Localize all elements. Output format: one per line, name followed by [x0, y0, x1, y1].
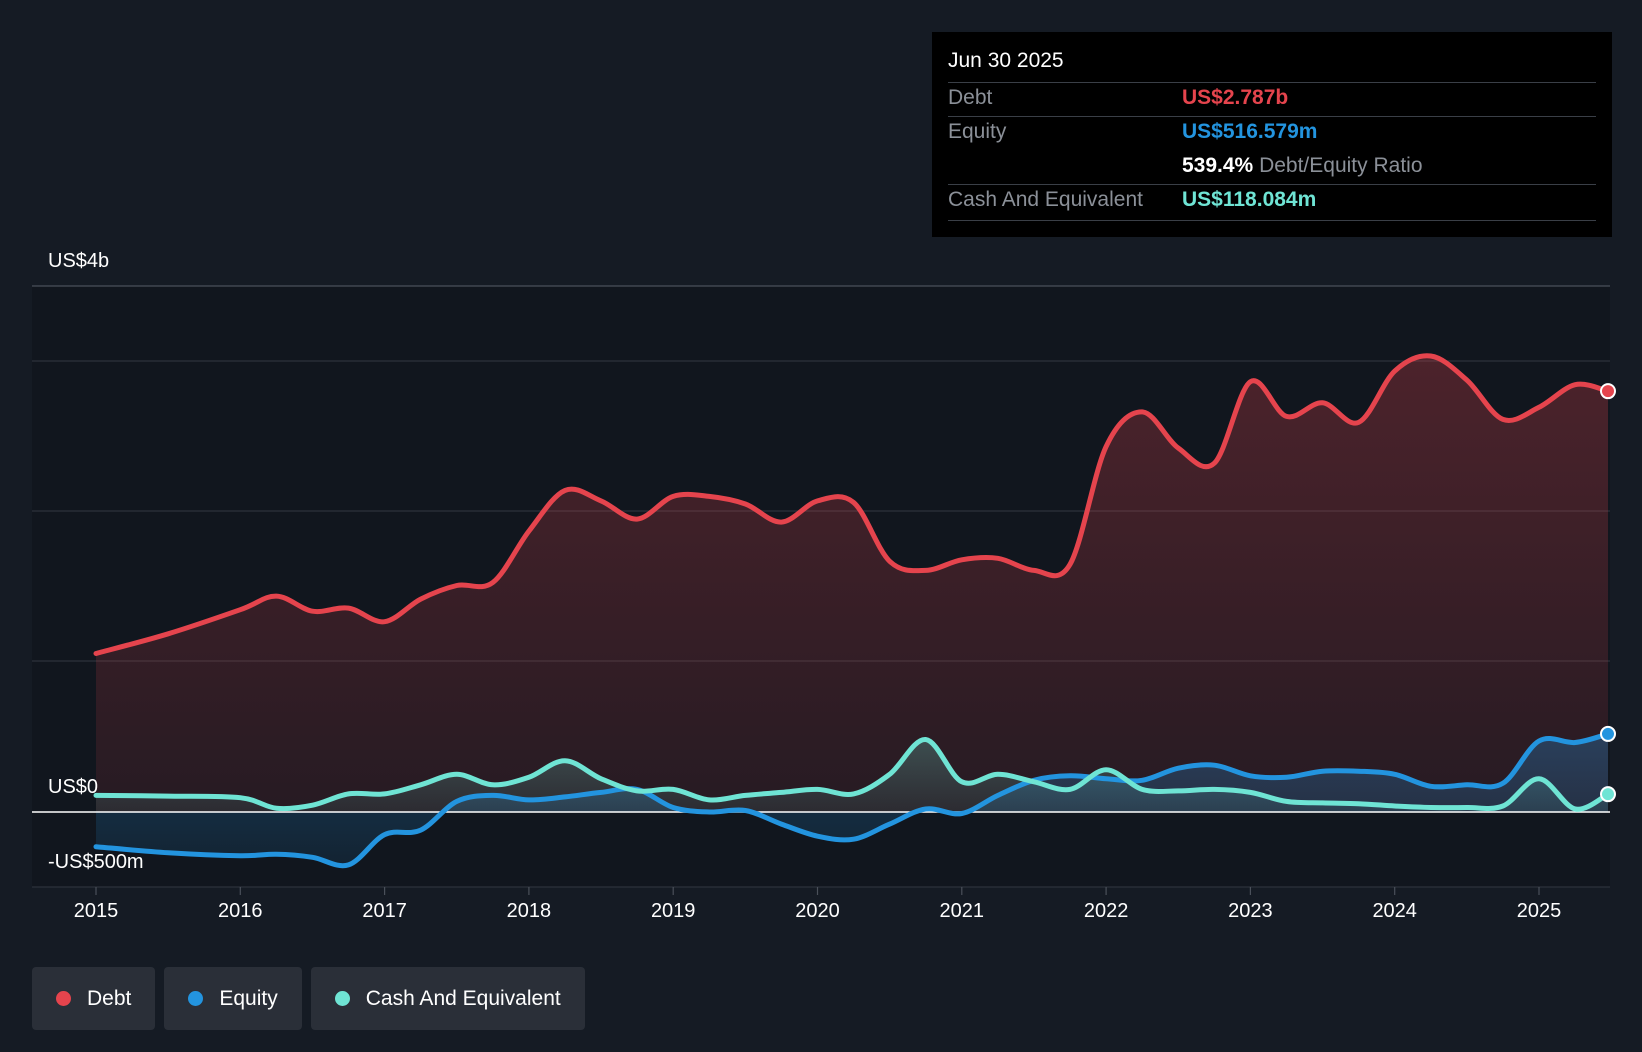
legend-item-debt[interactable]: Debt: [32, 967, 156, 1030]
tooltip-equity-value: US$516.579m: [1182, 120, 1318, 143]
tooltip-divider: [948, 82, 1596, 83]
x-tick-label: 2019: [650, 900, 696, 922]
end-marker-cash: [1600, 786, 1616, 803]
x-tick-label: 2018: [506, 900, 552, 922]
series-line-debt: [93, 353, 1611, 656]
legend-debt-label: Debt: [87, 986, 132, 1010]
legend-equity-dot-icon: [188, 991, 204, 1006]
series-line-equity: [93, 731, 1611, 869]
series-line-cash: [93, 737, 1611, 812]
x-tick-label: 2016: [218, 900, 263, 922]
tooltip-debt-label: Debt: [948, 86, 993, 109]
legend-item-cash[interactable]: Cash And Equivalent: [310, 967, 585, 1030]
tooltip-date: Jun 30 2025: [948, 49, 1064, 72]
tooltip-ratio-value: 539.4%: [1182, 154, 1254, 177]
legend-cash-dot-icon: [334, 991, 350, 1006]
tooltip-ratio-label: Debt/Equity Ratio: [1259, 154, 1423, 177]
tooltip-divider: [948, 184, 1596, 185]
legend-equity-label: Equity: [219, 986, 278, 1010]
chart-legend: Debt Equity Cash And Equivalent: [32, 967, 585, 1030]
series-fill-cash: [96, 739, 1608, 812]
x-tick-label: 2022: [1083, 900, 1129, 922]
tooltip-divider: [948, 116, 1596, 117]
tooltip-divider: [948, 220, 1596, 221]
end-markers: [1600, 383, 1616, 803]
data-tooltip: Jun 30 2025 Debt US$2.787b Equity US$516…: [932, 32, 1612, 237]
tooltip-debt-value: US$2.787b: [1182, 86, 1289, 109]
y-tick-label-zero: US$0: [48, 776, 99, 798]
tooltip-cash-label: Cash And Equivalent: [948, 188, 1143, 211]
tooltip-equity-label: Equity: [948, 120, 1007, 143]
series-lines: [32, 353, 1611, 869]
tooltip-ratio: 539.4% Debt/Equity Ratio: [1182, 154, 1423, 178]
series-fill-debt: [96, 355, 1608, 812]
x-tick-label: 2025: [1516, 900, 1562, 922]
y-tick-label-bottom: -US$500m: [48, 851, 144, 873]
y-tick-label-top: US$4b: [48, 250, 110, 272]
x-tick-label: 2021: [939, 900, 985, 922]
x-tick-label: 2023: [1228, 900, 1273, 922]
end-marker-debt: [1600, 383, 1616, 400]
x-tick-label: 2017: [362, 900, 407, 922]
x-tick-label: 2015: [73, 900, 119, 922]
x-tick-label: 2024: [1372, 900, 1417, 922]
x-tick-label: 2020: [795, 900, 840, 922]
legend-cash-label: Cash And Equivalent: [365, 986, 561, 1010]
tooltip-cash-value: US$118.084m: [1182, 188, 1317, 211]
legend-item-equity[interactable]: Equity: [164, 967, 302, 1030]
legend-debt-dot-icon: [56, 991, 71, 1006]
end-marker-equity: [1600, 725, 1616, 742]
